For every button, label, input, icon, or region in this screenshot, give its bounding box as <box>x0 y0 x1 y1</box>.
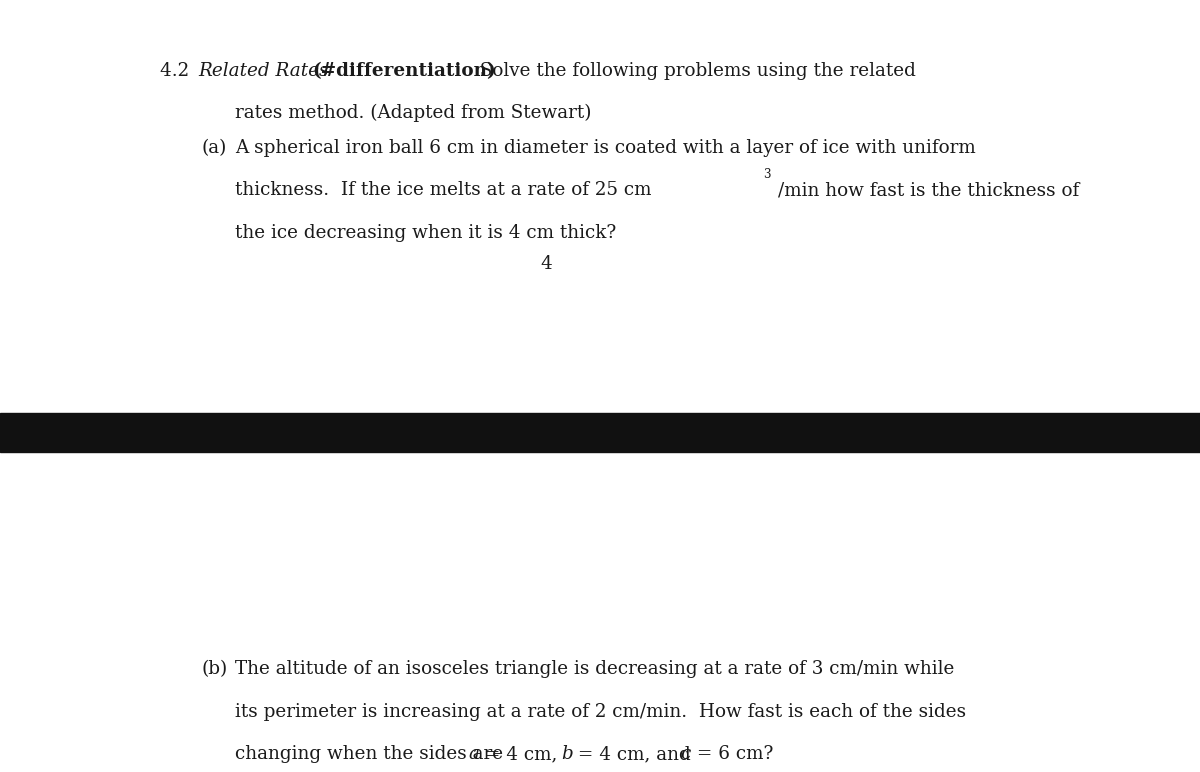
Text: (#differentiation): (#differentiation) <box>312 62 496 80</box>
Text: Related Rates: Related Rates <box>198 62 335 80</box>
Text: changing when the sides are: changing when the sides are <box>235 745 509 763</box>
Text: 4: 4 <box>540 255 552 273</box>
Text: thickness.  If the ice melts at a rate of 25 cm: thickness. If the ice melts at a rate of… <box>235 181 652 199</box>
Text: b: b <box>562 745 574 763</box>
Text: /min how fast is the thickness of: /min how fast is the thickness of <box>778 181 1079 199</box>
Bar <box>0 413 1200 452</box>
Text: its perimeter is increasing at a rate of 2 cm/min.  How fast is each of the side: its perimeter is increasing at a rate of… <box>235 703 966 720</box>
Text: c: c <box>680 745 691 763</box>
Text: rates method. (Adapted from Stewart): rates method. (Adapted from Stewart) <box>235 104 592 123</box>
Text: A spherical iron ball 6 cm in diameter is coated with a layer of ice with unifor: A spherical iron ball 6 cm in diameter i… <box>235 139 976 157</box>
Text: = 4 cm, and: = 4 cm, and <box>572 745 697 763</box>
Text: (a): (a) <box>202 139 227 157</box>
Text: = 6 cm?: = 6 cm? <box>691 745 774 763</box>
Text: = 4 cm,: = 4 cm, <box>479 745 557 763</box>
Text: 4.2: 4.2 <box>160 62 194 80</box>
Text: the ice decreasing when it is 4 cm thick?: the ice decreasing when it is 4 cm thick… <box>235 224 617 242</box>
Text: (b): (b) <box>202 660 228 678</box>
Text: The altitude of an isosceles triangle is decreasing at a rate of 3 cm/min while: The altitude of an isosceles triangle is… <box>235 660 954 678</box>
Text: Solve the following problems using the related: Solve the following problems using the r… <box>474 62 916 80</box>
Text: 3: 3 <box>763 168 770 181</box>
Text: a: a <box>468 745 479 763</box>
